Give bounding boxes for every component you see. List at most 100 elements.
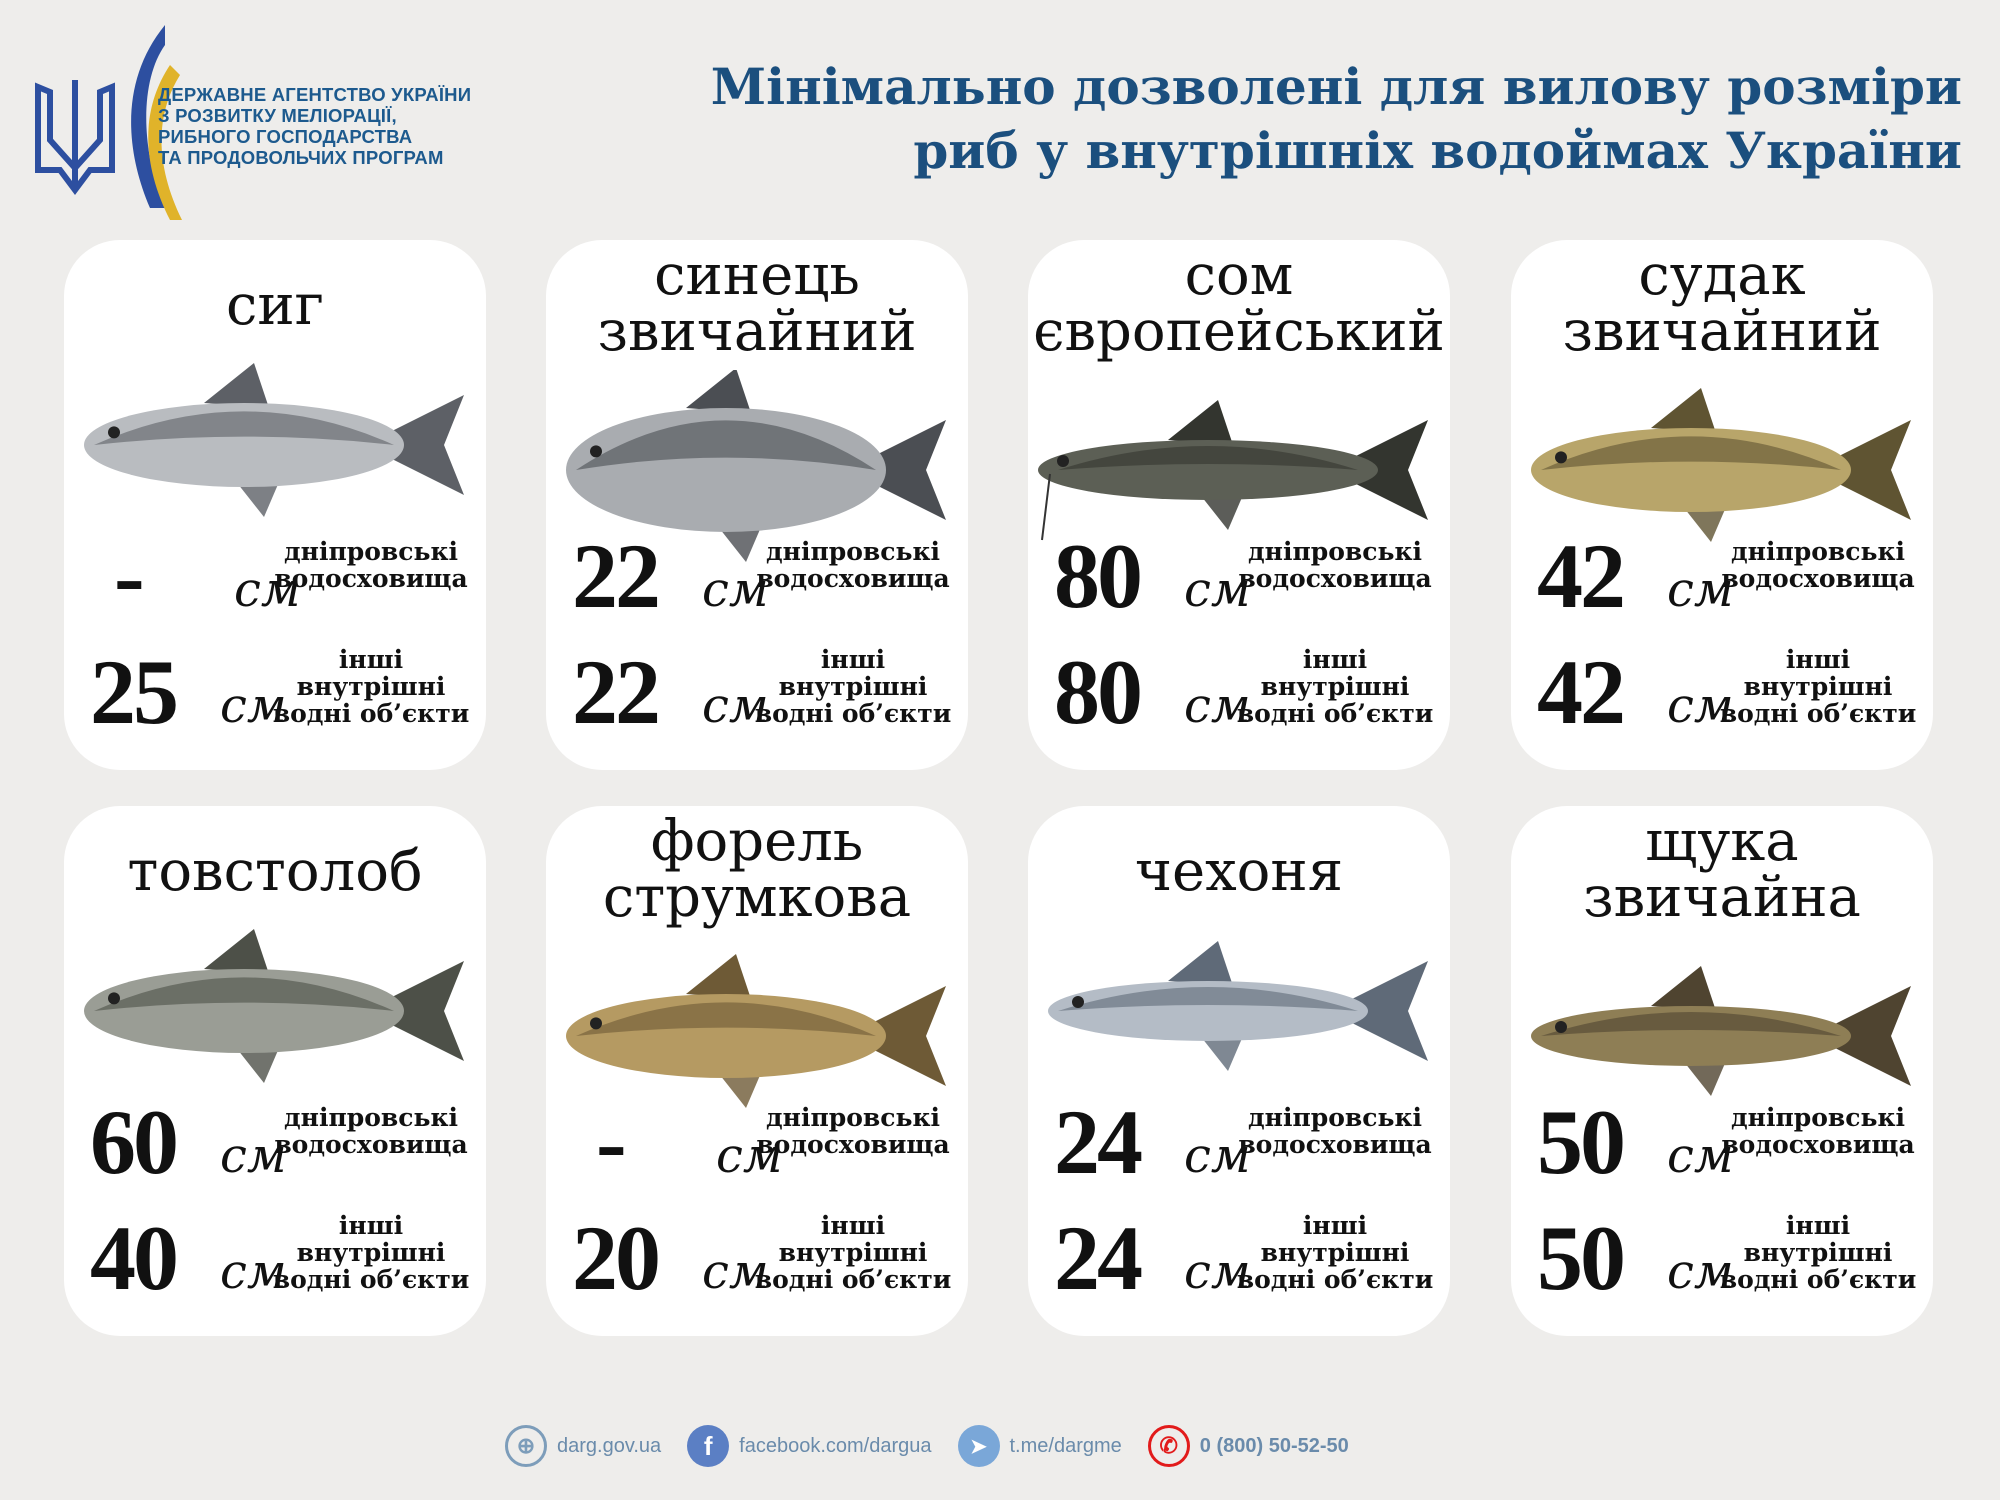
fish-name-line: судак bbox=[1638, 243, 1806, 308]
fish-card: форель струмкова - см дніпровські водосхо… bbox=[546, 806, 968, 1336]
label-line: водосховища bbox=[1721, 564, 1915, 593]
phone-link[interactable]: ✆ 0 (800) 50-52-50 bbox=[1147, 1425, 1349, 1467]
org-line: З РОЗВИТКУ МЕЛІОРАЦІЇ, bbox=[158, 105, 397, 126]
org-line: ТА ПРОДОВОЛЬЧИХ ПРОГРАМ bbox=[158, 147, 444, 168]
water-type-label: дніпровські водосховища bbox=[1230, 1104, 1440, 1158]
label-line: дніпровські bbox=[1730, 1103, 1906, 1132]
website-link[interactable]: ⊕ darg.gov.ua bbox=[505, 1425, 661, 1467]
size-row-other: 50 см інші внутрішні водні об’єкти bbox=[1531, 1194, 1923, 1304]
label-line: водні об’єкти bbox=[1719, 699, 1917, 728]
fish-name-line: сом bbox=[1184, 243, 1294, 308]
size-value: 50 bbox=[1537, 1207, 1626, 1309]
size-row-dnipro: 24 см дніпровські водосховища bbox=[1048, 1078, 1440, 1188]
fish-image bbox=[1028, 370, 1450, 570]
telegram-text: t.me/dargme bbox=[1009, 1434, 1122, 1457]
size-value: 42 bbox=[1537, 525, 1626, 627]
unit-label: см bbox=[220, 1128, 287, 1184]
water-type-label: інші внутрішні водні об’єкти bbox=[1230, 1212, 1440, 1293]
fish-name-line: звичайна bbox=[1583, 865, 1861, 930]
fish-card: чехоня 24 см дніпровські водосховища 24 … bbox=[1028, 806, 1450, 1336]
unit-label: см bbox=[1184, 678, 1251, 734]
size-value: 40 bbox=[90, 1207, 179, 1309]
page-title: Мінімально дозволені для вилову розміри … bbox=[711, 55, 1962, 183]
telegram-link[interactable]: ➤ t.me/dargme bbox=[957, 1425, 1122, 1467]
fish-name: судак звичайний bbox=[1511, 248, 1933, 360]
label-line: інші bbox=[1302, 645, 1368, 674]
fish-name: синець звичайний bbox=[546, 248, 968, 360]
fish-name-line: синець bbox=[654, 243, 860, 308]
fish-name: сом європейський bbox=[1028, 248, 1450, 360]
label-line: водні об’єкти bbox=[1719, 1265, 1917, 1294]
fish-card: судак звичайний 42 см дніпровські водосхо… bbox=[1511, 240, 1933, 770]
fish-image bbox=[546, 936, 968, 1136]
globe-icon: ⊕ bbox=[505, 1425, 547, 1467]
unit-label: см bbox=[702, 678, 769, 734]
label-line: дніпровські bbox=[283, 1103, 459, 1132]
label-line: інші bbox=[338, 1211, 404, 1240]
size-row-dnipro: 60 см дніпровські водосховища bbox=[84, 1078, 476, 1188]
size-value: 22 bbox=[572, 525, 661, 627]
label-line: інші bbox=[820, 1211, 886, 1240]
unit-label: см bbox=[234, 562, 301, 618]
label-line: дніпровські bbox=[1247, 537, 1423, 566]
size-row-dnipro: - см дніпровські водосховища bbox=[84, 512, 476, 622]
water-type-label: дніпровські водосховища bbox=[748, 1104, 958, 1158]
label-line: інші bbox=[338, 645, 404, 674]
label-line: водосховища bbox=[756, 564, 950, 593]
agency-logo bbox=[30, 20, 500, 220]
unit-label: см bbox=[702, 1244, 769, 1300]
fish-image bbox=[1028, 911, 1450, 1111]
fish-name-line: струмкова bbox=[602, 865, 912, 930]
size-row-other: 22 см інші внутрішні водні об’єкти bbox=[566, 628, 958, 738]
facebook-icon: f bbox=[687, 1425, 730, 1467]
label-line: інші bbox=[1302, 1211, 1368, 1240]
fish-name: товстолоб bbox=[64, 844, 486, 900]
water-type-label: дніпровські водосховища bbox=[1713, 538, 1923, 592]
size-value: 50 bbox=[1537, 1091, 1626, 1193]
water-type-label: дніпровські водосховища bbox=[1713, 1104, 1923, 1158]
fish-name: форель струмкова bbox=[546, 814, 968, 926]
fish-name-line: чехоня bbox=[1134, 839, 1344, 904]
water-type-label: дніпровські водосховища bbox=[748, 538, 958, 592]
title-line: Мінімально дозволені для вилову розміри bbox=[710, 57, 1962, 116]
label-line: водні об’єкти bbox=[272, 1265, 470, 1294]
fish-name: щука звичайна bbox=[1511, 814, 1933, 926]
label-line: водосховища bbox=[1721, 1130, 1915, 1159]
label-line: дніпровські bbox=[283, 537, 459, 566]
size-value: 24 bbox=[1054, 1091, 1143, 1193]
size-row-dnipro: 50 см дніпровські водосховища bbox=[1531, 1078, 1923, 1188]
label-line: водні об’єкти bbox=[272, 699, 470, 728]
label-line: внутрішні bbox=[778, 1238, 928, 1267]
facebook-link[interactable]: f facebook.com/dargua bbox=[687, 1425, 932, 1467]
water-type-label: інші внутрішні водні об’єкти bbox=[266, 646, 476, 727]
unit-label: см bbox=[1184, 562, 1251, 618]
water-type-label: інші внутрішні водні об’єкти bbox=[1713, 1212, 1923, 1293]
label-line: водосховища bbox=[1238, 1130, 1432, 1159]
water-type-label: інші внутрішні водні об’єкти bbox=[1713, 646, 1923, 727]
fish-name-line: товстолоб bbox=[127, 839, 423, 904]
label-line: внутрішні bbox=[296, 672, 446, 701]
trident-emblem-icon bbox=[35, 25, 182, 220]
label-line: внутрішні bbox=[1260, 672, 1410, 701]
fish-name: чехоня bbox=[1028, 844, 1450, 900]
fish-name-line: форель bbox=[650, 809, 864, 874]
footer: ⊕ darg.gov.ua f facebook.com/dargua ➤ t.me/… bbox=[505, 1425, 1349, 1467]
size-row-dnipro: 80 см дніпровські водосховища bbox=[1048, 512, 1440, 622]
water-type-label: дніпровські водосховища bbox=[266, 1104, 476, 1158]
size-value: 80 bbox=[1054, 641, 1143, 743]
label-line: внутрішні bbox=[1260, 1238, 1410, 1267]
label-line: інші bbox=[1785, 645, 1851, 674]
fish-name-line: сиг bbox=[225, 273, 325, 338]
fish-card: синець звичайний 22 см дніпровські водосх… bbox=[546, 240, 968, 770]
label-line: дніпровські bbox=[765, 537, 941, 566]
fish-name-line: звичайний bbox=[1562, 299, 1882, 364]
website-text: darg.gov.ua bbox=[557, 1434, 662, 1457]
water-type-label: інші внутрішні водні об’єкти bbox=[748, 1212, 958, 1293]
fish-card: сом європейський 80 см дніпровські водосх… bbox=[1028, 240, 1450, 770]
unit-label: см bbox=[1184, 1128, 1251, 1184]
fish-name-line: щука bbox=[1645, 809, 1799, 874]
unit-label: см bbox=[1184, 1244, 1251, 1300]
label-line: водні об’єкти bbox=[1236, 699, 1434, 728]
org-line: ДЕРЖАВНЕ АГЕНТСТВО УКРАЇНИ bbox=[158, 84, 472, 105]
label-line: внутрішні bbox=[1743, 1238, 1893, 1267]
